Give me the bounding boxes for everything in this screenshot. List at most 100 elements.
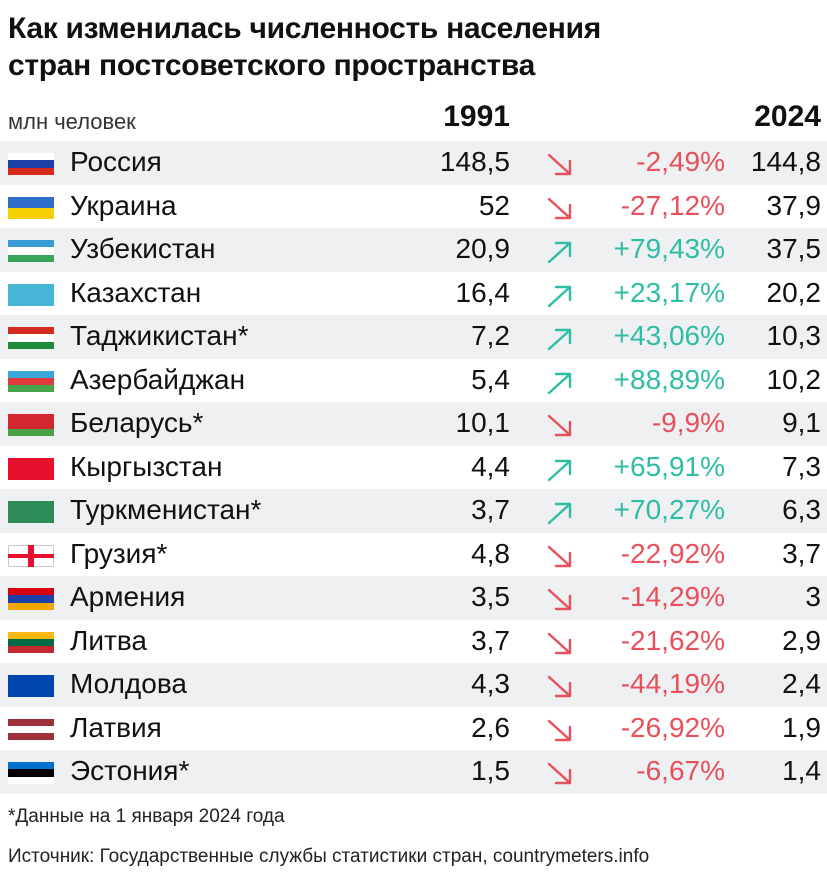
value-1991: 4,8 <box>471 537 510 569</box>
country-name: Туркменистан* <box>70 494 262 525</box>
flag-icon <box>8 196 54 219</box>
change-percent: +23,17% <box>613 276 725 308</box>
arrow-up-right-icon <box>545 239 575 265</box>
table-row: Армения 3,5 -14,29% 3 <box>0 576 827 620</box>
arrow-down-right-icon <box>545 152 575 178</box>
country-name: Литва <box>70 624 147 656</box>
country-name: Эстония* <box>70 755 190 786</box>
arrow-down-right-icon <box>545 718 575 744</box>
flag-icon <box>8 457 54 480</box>
country-name: Молдова <box>70 668 187 699</box>
arrow-down-right-icon <box>545 544 575 570</box>
country-name: Узбекистан <box>70 233 216 264</box>
page-title: Как изменилась численность населения стр… <box>8 10 818 84</box>
country-name: Украина <box>70 189 177 221</box>
table-row: Таджикистан* 7,2 +43,06% 10,3 <box>0 315 827 359</box>
country-name: Кыргызстан <box>70 450 223 482</box>
table-row: Грузия* 4,8 -22,92% 3,7 <box>0 533 827 577</box>
table-row: Россия 148,5 -2,49% 144,8 <box>0 141 827 185</box>
value-2024: 2,4 <box>782 668 821 699</box>
source-note: Источник: Государственные службы статист… <box>8 846 650 867</box>
change-percent: +43,06% <box>613 320 725 351</box>
value-2024: 1,4 <box>782 755 821 786</box>
flag-icon <box>8 414 54 436</box>
flag-icon <box>8 588 54 610</box>
arrow-up-right-icon <box>545 457 575 483</box>
change-percent: +70,27% <box>613 494 725 525</box>
change-percent: -9,9% <box>651 407 725 438</box>
value-1991: 2,6 <box>471 711 510 743</box>
table-row: Эстония* 1,5 -6,67% 1,4 <box>0 750 827 794</box>
value-2024: 10,3 <box>766 320 822 351</box>
flag-icon <box>8 370 54 393</box>
arrow-down-right-icon <box>545 196 575 222</box>
arrow-up-right-icon <box>545 500 575 526</box>
country-name: Беларусь* <box>70 407 204 438</box>
arrow-down-right-icon <box>545 761 575 787</box>
arrow-up-right-icon <box>545 326 575 352</box>
country-name: Азербайджан <box>70 363 246 395</box>
value-1991: 52 <box>478 189 510 221</box>
flag-icon <box>8 153 54 175</box>
arrow-down-right-icon <box>545 413 575 439</box>
footnote: *Данные на 1 января 2024 года <box>8 806 285 827</box>
value-1991: 7,2 <box>471 320 510 351</box>
table-row: Литва 3,7 -21,62% 2,9 <box>0 620 827 664</box>
table-row: Украина 52 -27,12% 37,9 <box>0 185 827 229</box>
flag-icon <box>8 327 54 349</box>
value-2024: 20,2 <box>766 276 822 308</box>
value-1991: 20,9 <box>455 233 511 264</box>
population-table: Россия 148,5 -2,49% 144,8 Украина 52 -27,12% 37… <box>0 141 827 794</box>
unit-label: млн человек <box>8 109 136 134</box>
country-name: Казахстан <box>70 276 202 308</box>
title-line-1: Как изменилась численность населения <box>8 12 601 45</box>
arrow-up-right-icon <box>545 370 575 396</box>
flag-icon <box>8 762 54 784</box>
change-percent: -26,92% <box>620 711 725 743</box>
value-1991: 3,7 <box>471 494 510 525</box>
change-percent: -44,19% <box>620 668 725 699</box>
flag-icon <box>8 501 54 523</box>
value-2024: 3,7 <box>782 537 821 569</box>
change-percent: +88,89% <box>613 363 725 395</box>
value-1991: 4,4 <box>471 450 510 482</box>
value-2024: 144,8 <box>750 146 821 177</box>
country-name: Латвия <box>70 711 162 743</box>
change-percent: -2,49% <box>636 146 725 177</box>
flag-icon <box>8 631 54 654</box>
country-name: Таджикистан* <box>70 320 249 351</box>
table-row: Молдова 4,3 -44,19% 2,4 <box>0 663 827 707</box>
arrow-up-right-icon <box>545 283 575 309</box>
value-2024: 10,2 <box>766 363 822 395</box>
title-line-2: стран постсоветского пространства <box>8 49 535 82</box>
flag-icon <box>8 240 54 262</box>
table-row: Казахстан 16,4 +23,17% 20,2 <box>0 272 827 316</box>
change-percent: -27,12% <box>620 189 725 221</box>
change-percent: -14,29% <box>620 581 725 612</box>
value-2024: 1,9 <box>782 711 821 743</box>
arrow-down-right-icon <box>545 674 575 700</box>
table-row: Узбекистан 20,9 +79,43% 37,5 <box>0 228 827 272</box>
flag-icon <box>8 675 54 697</box>
table-row: Азербайджан 5,4 +88,89% 10,2 <box>0 359 827 403</box>
change-percent: -21,62% <box>620 624 725 656</box>
country-name: Россия <box>70 146 162 177</box>
value-2024: 3 <box>805 581 821 612</box>
arrow-down-right-icon <box>545 587 575 613</box>
value-1991: 3,5 <box>471 581 510 612</box>
value-1991: 10,1 <box>455 407 511 438</box>
table-row: Кыргызстан 4,4 +65,91% 7,3 <box>0 446 827 490</box>
value-1991: 4,3 <box>471 668 510 699</box>
value-2024: 2,9 <box>782 624 821 656</box>
column-header-2024: 2024 <box>754 100 821 133</box>
value-2024: 37,9 <box>766 189 822 221</box>
table-row: Беларусь* 10,1 -9,9% 9,1 <box>0 402 827 446</box>
change-percent: -22,92% <box>620 537 725 569</box>
value-2024: 9,1 <box>782 407 821 438</box>
flag-icon <box>8 283 54 306</box>
arrow-down-right-icon <box>545 631 575 657</box>
value-1991: 5,4 <box>471 363 510 395</box>
value-1991: 148,5 <box>439 146 510 177</box>
country-name: Грузия* <box>70 537 168 569</box>
